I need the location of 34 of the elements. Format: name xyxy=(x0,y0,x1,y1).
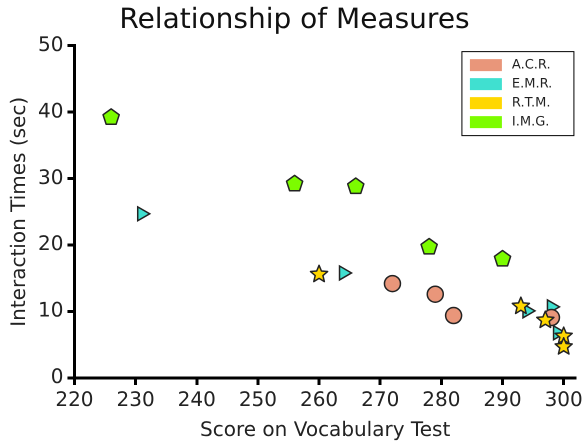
y-tick-label: 40 xyxy=(38,98,64,122)
x-tick-label: 250 xyxy=(238,387,278,412)
point xyxy=(346,177,365,194)
x-axis-title: Score on Vocabulary Test xyxy=(200,417,450,442)
y-tick-label: 50 xyxy=(38,32,64,56)
y-tick-label: 20 xyxy=(38,231,64,256)
y-axis-title: Interaction Times (sec) xyxy=(6,96,30,327)
y-tick-label: 30 xyxy=(38,164,64,189)
x-tick-label: 300 xyxy=(544,387,583,412)
x-tick-label: 290 xyxy=(483,387,522,412)
point xyxy=(420,238,438,255)
x-tick-label: 270 xyxy=(361,387,400,412)
x-tick-label: 220 xyxy=(55,387,94,412)
point xyxy=(286,174,304,192)
point xyxy=(426,285,444,303)
legend-label: I.M.G. xyxy=(512,114,550,130)
legend-label: A.C.R. xyxy=(512,57,551,72)
point xyxy=(536,310,555,328)
chart-title: Relationship of Measures xyxy=(119,2,470,36)
x-tick-label: 280 xyxy=(422,387,460,412)
legend-label: E.M.R. xyxy=(512,76,552,92)
x-tick-label: 230 xyxy=(116,387,155,412)
point xyxy=(554,337,573,355)
x-tick-label: 260 xyxy=(300,387,338,412)
point xyxy=(310,264,328,282)
legend-label: R.T.M. xyxy=(512,95,551,110)
x-tick-label: 240 xyxy=(178,387,216,412)
y-tick-label: 0 xyxy=(50,364,64,388)
y-tick-label: 10 xyxy=(38,298,64,322)
point xyxy=(444,306,462,324)
point xyxy=(494,250,512,267)
point xyxy=(384,274,402,292)
point xyxy=(102,108,120,126)
point xyxy=(512,296,530,314)
